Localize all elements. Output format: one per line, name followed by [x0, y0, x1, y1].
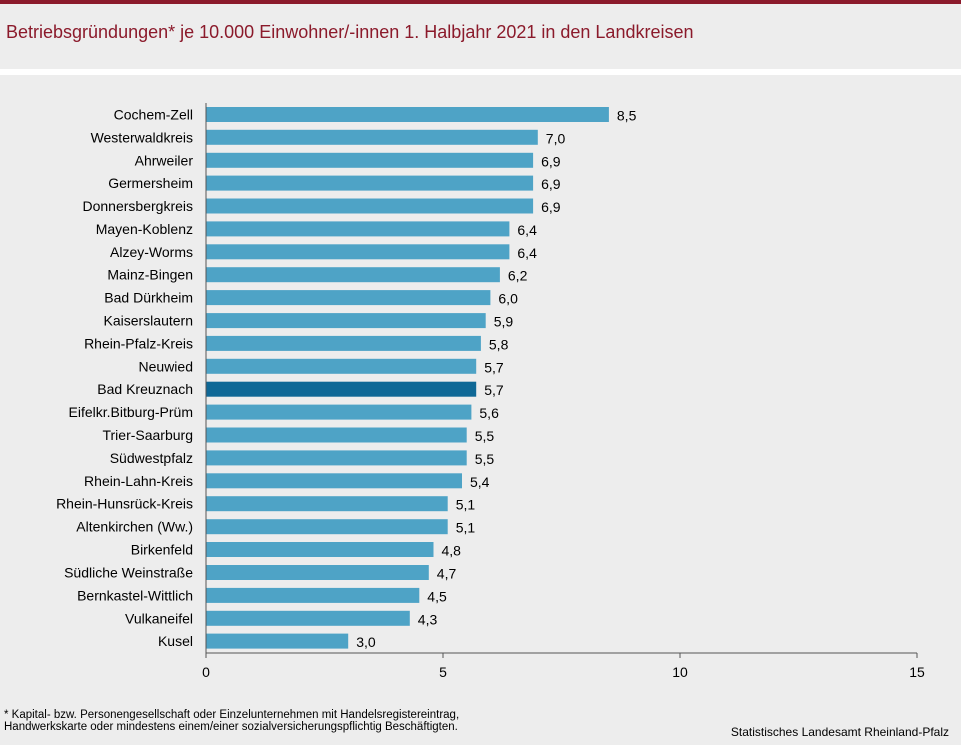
bar: [206, 633, 349, 649]
data-label: 5,1: [456, 497, 476, 513]
bar: [206, 542, 434, 557]
bar: [206, 129, 538, 145]
category-label: Cochem-Zell: [114, 107, 193, 123]
category-label: Südwestpfalz: [110, 450, 193, 466]
category-label: Vulkaneifel: [125, 610, 193, 626]
category-label: Bad Dürkheim: [104, 290, 193, 306]
data-label: 6,0: [498, 291, 518, 307]
x-tick-label: 0: [202, 664, 210, 680]
bar: [206, 496, 448, 512]
bar: [206, 404, 472, 420]
category-label: Germersheim: [108, 175, 193, 191]
data-label: 4,8: [442, 543, 462, 559]
category-label: Kaiserslautern: [104, 313, 194, 329]
data-label: 5,8: [489, 336, 509, 352]
category-label: Ahrweiler: [135, 152, 194, 168]
category-label: Birkenfeld: [131, 542, 193, 558]
bar: [206, 107, 609, 122]
category-label: Alzey-Worms: [110, 244, 193, 260]
data-label: 5,5: [475, 451, 495, 467]
footnote: * Kapital- bzw. Personengesellschaft ode…: [4, 709, 460, 733]
category-label: Kusel: [158, 633, 193, 649]
data-label: 8,5: [617, 108, 637, 124]
source-note: Statistisches Landesamt Rheinland-Pfalz: [730, 725, 949, 739]
data-label: 3,0: [356, 634, 376, 650]
category-label: Mayen-Koblenz: [96, 221, 193, 237]
category-label: Südliche Weinstraße: [64, 565, 193, 581]
data-label: 4,7: [437, 566, 457, 582]
category-label: Neuwied: [139, 358, 193, 374]
data-label: 5,7: [484, 382, 504, 398]
bar: [206, 313, 486, 329]
bar: [206, 565, 429, 580]
header-divider: [0, 69, 961, 75]
data-label: 4,5: [427, 588, 447, 604]
category-label: Altenkirchen (Ww.): [76, 519, 193, 535]
data-label: 6,4: [517, 222, 537, 238]
bar: [206, 473, 462, 489]
bar: [206, 198, 534, 214]
data-label: 6,9: [541, 199, 561, 215]
category-label: Rhein-Lahn-Kreis: [84, 473, 193, 489]
data-label: 4,3: [418, 611, 438, 627]
data-label: 5,6: [479, 405, 499, 421]
data-label: 5,4: [470, 474, 490, 490]
bar: [206, 381, 477, 397]
category-label: Rhein-Hunsrück-Kreis: [56, 496, 193, 512]
data-label: 6,4: [517, 245, 537, 261]
data-label: 6,2: [508, 268, 528, 284]
category-label: Eifelkr.Bitburg-Prüm: [69, 404, 193, 420]
bar: [206, 587, 420, 603]
bar: [206, 335, 481, 351]
data-label: 6,9: [541, 153, 561, 169]
data-label: 7,0: [546, 130, 566, 146]
bar-chart: Cochem-Zell 8,5 Westerwaldkreis 7,0 Ahrweile…: [56, 103, 925, 680]
data-label: 6,9: [541, 176, 561, 192]
category-label: Bad Kreuznach: [97, 381, 193, 397]
bar: [206, 267, 500, 283]
bar: [206, 358, 477, 374]
data-label: 5,5: [475, 428, 495, 444]
x-tick-label: 15: [909, 664, 925, 680]
bar: [206, 427, 467, 443]
data-label: 5,7: [484, 359, 504, 375]
category-label: Rhein-Pfalz-Kreis: [84, 335, 193, 351]
category-label: Donnersbergkreis: [83, 198, 194, 214]
bar: [206, 519, 448, 535]
data-label: 5,1: [456, 520, 476, 536]
bar: [206, 221, 510, 237]
category-label: Bernkastel-Wittlich: [77, 587, 193, 603]
category-label: Westerwaldkreis: [91, 129, 193, 145]
bar: [206, 175, 534, 191]
category-label: Mainz-Bingen: [107, 267, 193, 283]
x-tick-label: 5: [439, 664, 447, 680]
bar: [206, 450, 467, 466]
chart-title: Betriebsgründungen* je 10.000 Einwohner/…: [6, 22, 694, 42]
bar: [206, 290, 491, 306]
category-label: Trier-Saarburg: [102, 427, 193, 443]
x-tick-label: 10: [672, 664, 688, 680]
bar: [206, 152, 534, 168]
bar: [206, 610, 410, 626]
top-rule: [0, 0, 961, 4]
bar: [206, 244, 510, 260]
data-label: 5,9: [494, 314, 514, 330]
